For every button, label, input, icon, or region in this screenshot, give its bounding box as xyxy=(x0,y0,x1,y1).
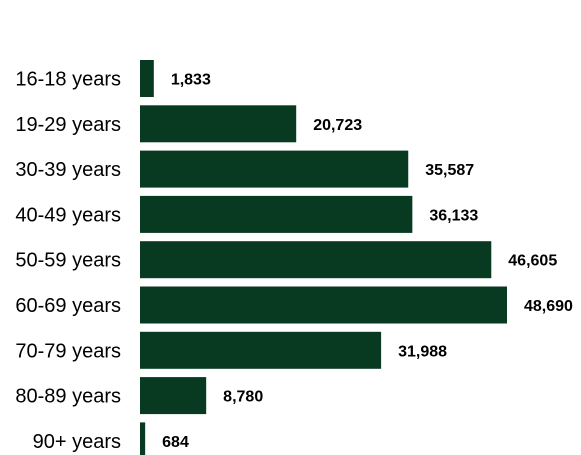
value-label: 31,988 xyxy=(398,343,447,360)
bar-row: 70-79 years 31,988 xyxy=(15,331,447,369)
value-label: 20,723 xyxy=(313,117,362,134)
category-label: 16-18 years xyxy=(15,69,121,91)
value-label: 36,133 xyxy=(429,207,478,224)
value-label: 8,780 xyxy=(223,389,263,406)
category-label: 40-49 years xyxy=(15,204,121,226)
bar xyxy=(140,377,207,415)
category-label: 70-79 years xyxy=(15,340,121,362)
bar xyxy=(140,286,507,324)
value-label: 35,587 xyxy=(425,162,474,179)
bar xyxy=(140,331,382,369)
bar xyxy=(140,150,409,188)
bar-row: 40-49 years 36,133 xyxy=(15,195,478,233)
value-label: 46,605 xyxy=(508,253,557,270)
bar xyxy=(140,422,146,455)
bar xyxy=(140,195,413,233)
category-label: 80-89 years xyxy=(15,386,121,408)
bar xyxy=(140,105,297,143)
bar-row: 50-59 years 46,605 xyxy=(15,241,557,279)
category-label: 60-69 years xyxy=(15,295,121,317)
value-label: 1,833 xyxy=(171,72,211,89)
category-label: 50-59 years xyxy=(15,250,121,272)
category-label: 90+ years xyxy=(33,431,121,453)
bar xyxy=(140,60,154,97)
value-label: 684 xyxy=(162,434,189,451)
bar xyxy=(140,241,492,279)
value-label: 48,690 xyxy=(524,298,573,315)
bar-row: 19-29 years 20,723 xyxy=(15,105,362,143)
bar-row: 16-18 years 1,833 xyxy=(15,60,211,97)
bar-row: 60-69 years 48,690 xyxy=(15,286,573,324)
category-label: 30-39 years xyxy=(15,159,121,181)
bar-row: 80-89 years 8,780 xyxy=(15,377,263,415)
bar-row: 30-39 years 35,587 xyxy=(15,150,474,188)
bar-row: 90+ years 684 xyxy=(33,422,189,455)
chart-rows: 16-18 years 1,833 19-29 years 20,723 30-39 y… xyxy=(15,60,573,455)
category-label: 19-29 years xyxy=(15,114,121,136)
